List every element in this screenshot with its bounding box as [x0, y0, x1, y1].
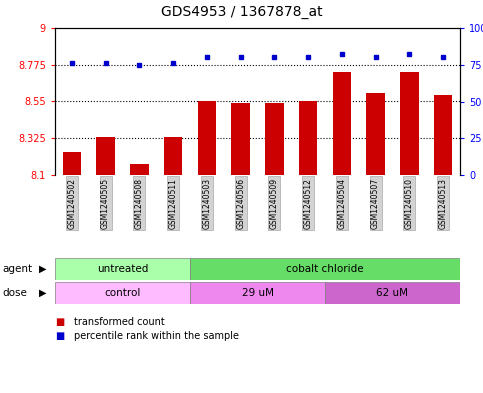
- Bar: [231, 103, 250, 175]
- Bar: [198, 101, 216, 175]
- Bar: [55, 282, 190, 304]
- Text: ■: ■: [55, 317, 64, 327]
- Bar: [400, 72, 419, 175]
- Bar: [434, 95, 453, 175]
- Bar: [164, 138, 183, 175]
- Text: agent: agent: [2, 264, 32, 274]
- Bar: [130, 163, 149, 175]
- Text: percentile rank within the sample: percentile rank within the sample: [74, 331, 239, 341]
- Text: ■: ■: [55, 331, 64, 341]
- Text: ▶: ▶: [39, 288, 47, 298]
- Text: transformed count: transformed count: [74, 317, 165, 327]
- Bar: [190, 282, 325, 304]
- Text: 62 uM: 62 uM: [377, 288, 409, 298]
- Text: untreated: untreated: [97, 264, 148, 274]
- Bar: [190, 258, 460, 280]
- Text: control: control: [104, 288, 141, 298]
- Bar: [366, 93, 385, 175]
- Bar: [299, 101, 317, 175]
- Bar: [265, 103, 284, 175]
- Bar: [55, 258, 190, 280]
- Bar: [333, 72, 351, 175]
- Bar: [96, 138, 115, 175]
- Text: dose: dose: [2, 288, 28, 298]
- Bar: [325, 282, 460, 304]
- Text: 29 uM: 29 uM: [242, 288, 273, 298]
- Bar: [63, 152, 81, 175]
- Text: cobalt chloride: cobalt chloride: [286, 264, 364, 274]
- Text: ▶: ▶: [39, 264, 47, 274]
- Text: GDS4953 / 1367878_at: GDS4953 / 1367878_at: [161, 5, 322, 19]
